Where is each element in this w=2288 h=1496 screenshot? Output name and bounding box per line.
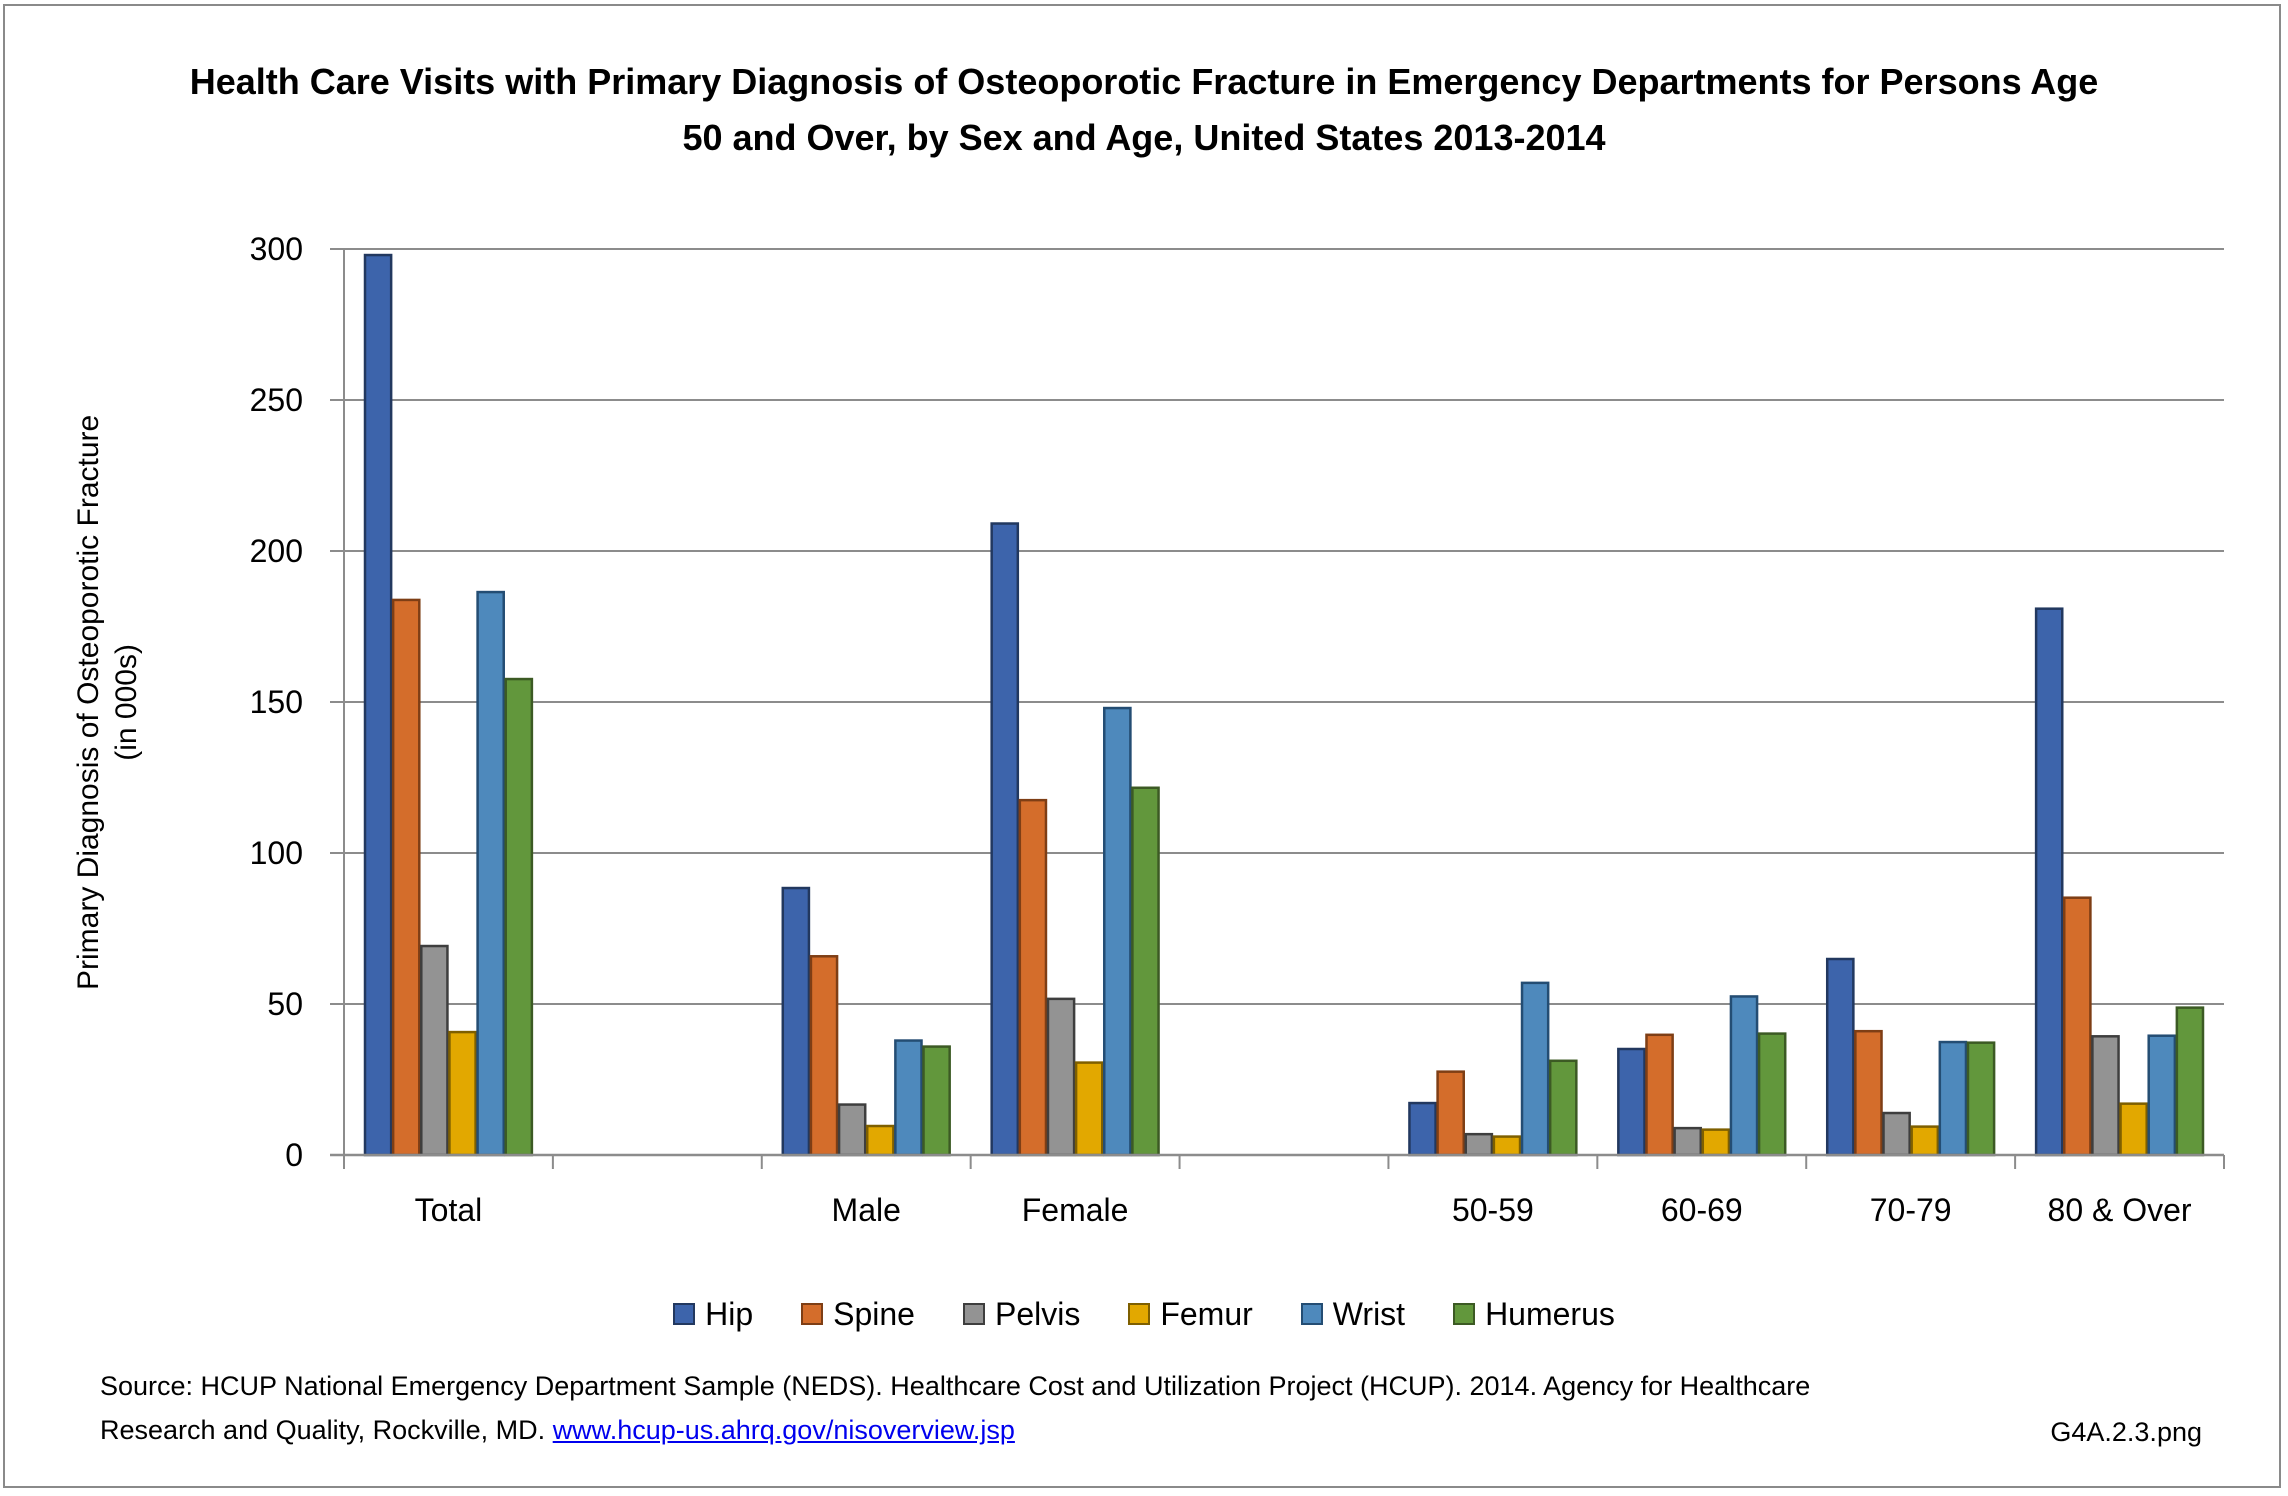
bar-hip: 50-59 – Hip: 17.2	[1408, 1101, 1437, 1157]
legend-item-pelvis: Pelvis	[962, 1295, 1081, 1333]
bar-humerus: 80 & Over – Humerus: 48.8	[2175, 1006, 2205, 1157]
bar-wrist: Total – Wrist: 186.4	[476, 590, 505, 1157]
legend-swatch	[801, 1303, 824, 1325]
bar-femur: 60-69 – Femur: 8.4	[1701, 1128, 1731, 1157]
source-line-2-text: Research and Quality, Rockville, MD.	[100, 1415, 546, 1445]
y-tick-label: 300	[250, 231, 303, 267]
bar-hip: 60-69 – Hip: 35.1	[1617, 1047, 1646, 1157]
x-tick-label: Female	[1022, 1192, 1129, 1228]
x-tick-label: 70-79	[1870, 1192, 1952, 1228]
bar-femur: 80 & Over – Femur: 17	[2119, 1102, 2148, 1157]
bar-spine: 80 & Over – Spine: 85.2	[2063, 896, 2092, 1157]
legend-swatch	[962, 1303, 985, 1325]
bar-hip: Total – Hip: 298	[363, 253, 393, 1157]
legend-item-humerus: Humerus	[1453, 1296, 1615, 1333]
bar-humerus: 50-59 – Humerus: 31.2	[1548, 1059, 1578, 1157]
legend-item-hip: Hip	[673, 1296, 753, 1333]
legend-swatch	[1453, 1303, 1476, 1325]
x-tick-label: Total	[415, 1192, 483, 1228]
legend-swatch	[1128, 1303, 1151, 1325]
legend-swatch	[673, 1303, 696, 1325]
legend-item-wrist: Wrist	[1300, 1295, 1406, 1333]
bar-femur: 50-59 – Femur: 6.1	[1492, 1135, 1522, 1157]
bar-spine: 50-59 – Spine: 27.6	[1436, 1070, 1465, 1157]
bar-spine: Male – Spine: 65.8	[809, 955, 839, 1157]
bar-hip: 80 & Over – Hip: 180.9	[2034, 607, 2064, 1157]
x-axis-ticks: Total Male Female 50-59 60-69 70-79 80 & Over	[343, 1155, 2225, 1228]
y-tick-label: 0	[285, 1137, 303, 1173]
bar-pelvis: Total – Pelvis: 69.2	[420, 944, 449, 1157]
bar-spine: 70-79 – Spine: 41	[1854, 1029, 1883, 1157]
source-line-2: Research and Quality, Rockville, MD. www…	[100, 1408, 2050, 1452]
x-tick-label: 50-59	[1452, 1192, 1534, 1228]
bar-pelvis: Male – Pelvis: 16.7	[837, 1103, 867, 1157]
bar-wrist: 70-79 – Wrist: 37.4	[1938, 1040, 1968, 1157]
bar-wrist: Male – Wrist: 37.9	[894, 1039, 923, 1157]
y-tick-label: 50	[267, 986, 303, 1022]
bar-femur: Female – Femur: 30.6	[1074, 1061, 1104, 1157]
bar-pelvis: Female – Pelvis: 51.7	[1046, 997, 1076, 1157]
bars: Total – Hip: 298Total – Spine: 183.8Tota…	[363, 253, 2205, 1157]
source-note: Source: HCUP National Emergency Departme…	[100, 1364, 2050, 1452]
bar-hip: Male – Hip: 88.4	[781, 886, 811, 1157]
source-line-1: Source: HCUP National Emergency Departme…	[100, 1371, 1811, 1401]
x-tick-label: 80 & Over	[2048, 1192, 2192, 1228]
bar-hip: 70-79 – Hip: 64.9	[1825, 957, 1855, 1157]
y-tick-label: 250	[250, 382, 303, 418]
gridlines	[344, 248, 2224, 1005]
bar-pelvis: 80 & Over – Pelvis: 39.3	[2091, 1035, 2120, 1157]
legend: Hip Spine Pelvis Femur Wrist Humerus	[0, 1290, 2288, 1338]
y-tick-label: 150	[250, 684, 303, 720]
bar-wrist: 60-69 – Wrist: 52.5	[1729, 995, 1759, 1157]
bar-wrist: 80 & Over – Wrist: 39.5	[2147, 1034, 2177, 1157]
file-id: G4A.2.3.png	[2050, 1417, 2202, 1447]
bar-humerus: 70-79 – Humerus: 37.2	[1966, 1041, 1996, 1157]
legend-label: Wrist	[1332, 1295, 1406, 1332]
y-tick-label: 200	[250, 533, 303, 569]
bar-hip: Female – Hip: 209.1	[990, 522, 1020, 1157]
bar-spine: Female – Spine: 117.5	[1018, 798, 1048, 1157]
bar-femur: Male – Femur: 9.6	[865, 1124, 895, 1157]
bar-humerus: 60-69 – Humerus: 40.2	[1757, 1032, 1787, 1157]
y-axis-ticks: 0 50 100 150 200 250 300	[250, 231, 344, 1173]
legend-label: Pelvis	[994, 1295, 1081, 1332]
bar-pelvis: 70-79 – Pelvis: 13.9	[1882, 1111, 1911, 1157]
legend-item-femur: Femur	[1128, 1295, 1253, 1333]
bar-spine: 60-69 – Spine: 39.8	[1645, 1033, 1674, 1157]
chart-title-line-2: 50 and Over, by Sex and Age, United Stat…	[682, 117, 1606, 158]
legend-label: Spine	[833, 1295, 915, 1332]
bar-pelvis: 50-59 – Pelvis: 6.9	[1464, 1132, 1494, 1157]
y-tick-label: 100	[250, 835, 303, 871]
source-link[interactable]: www.hcup-us.ahrq.gov/nisoverview.jsp	[552, 1415, 1015, 1445]
x-tick-label: Male	[832, 1192, 901, 1228]
x-tick-label: 60-69	[1661, 1192, 1743, 1228]
bar-pelvis: 60-69 – Pelvis: 8.9	[1673, 1126, 1703, 1157]
bar-femur: 70-79 – Femur: 9.4	[1910, 1125, 1940, 1157]
bar-humerus: Total – Humerus: 157.6	[504, 677, 534, 1157]
legend-item-spine: Spine	[801, 1296, 915, 1333]
bar-wrist: 50-59 – Wrist: 57	[1520, 981, 1550, 1157]
bar-spine: Total – Spine: 183.8	[391, 598, 421, 1157]
bar-femur: Total – Femur: 40.7	[448, 1030, 477, 1157]
chart-title: Health Care Visits with Primary Diagnosi…	[60, 54, 2228, 166]
legend-label: Humerus	[1485, 1295, 1615, 1332]
chart-title-line-1: Health Care Visits with Primary Diagnosi…	[189, 61, 2099, 102]
bar-humerus: Female – Humerus: 121.6	[1131, 786, 1160, 1157]
axes	[330, 249, 2224, 1157]
bar-humerus: Male – Humerus: 35.9	[922, 1045, 951, 1157]
legend-label: Hip	[705, 1295, 754, 1332]
bar-wrist: Female – Wrist: 148	[1103, 706, 1132, 1157]
legend-label: Femur	[1160, 1295, 1253, 1332]
legend-swatch	[1300, 1303, 1323, 1325]
